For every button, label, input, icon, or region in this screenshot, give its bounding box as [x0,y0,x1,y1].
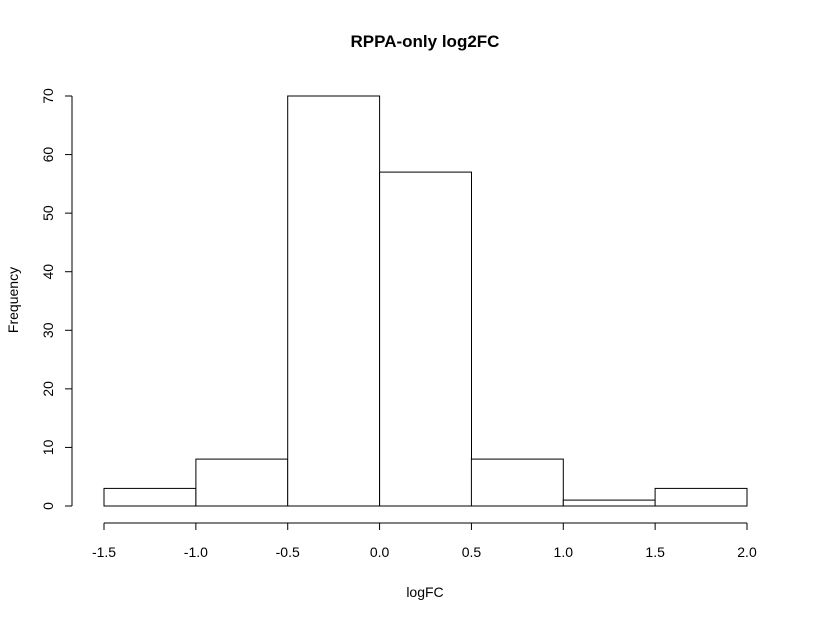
x-axis-label: logFC [406,584,443,600]
x-tick-label: -1.5 [92,544,116,560]
histogram-bar [379,171,473,507]
x-tick-label: 0.5 [462,544,482,560]
y-tick-label: 40 [40,264,56,280]
chart-title: RPPA-only log2FC [351,32,500,51]
y-axis-label: Frequency [5,267,21,333]
y-tick-label: 20 [40,381,56,397]
x-tick-label: -0.5 [276,544,300,560]
histogram-bar [195,458,289,507]
histogram-bar [287,95,381,507]
bars-group [103,95,748,507]
histogram-bar [654,487,748,507]
y-tick-label: 50 [40,205,56,221]
y-axis: 0 10 20 30 40 50 60 70 [40,88,73,510]
x-tick-label: 0.0 [370,544,390,560]
y-tick-label: 10 [40,439,56,455]
histogram-bar [103,487,197,507]
x-tick-label: 2.0 [737,544,757,560]
x-tick-label: 1.0 [554,544,574,560]
y-tick-label: 70 [40,88,56,104]
histogram-bar [470,458,564,507]
x-tick-label: 1.5 [645,544,665,560]
y-tick-label: 30 [40,322,56,338]
histogram-bar [562,499,656,507]
y-tick-label: 60 [40,147,56,163]
y-tick-label: 0 [40,502,56,510]
x-axis: -1.5 -1.0 -0.5 0.0 0.5 1.0 1.5 2.0 [92,522,757,560]
x-tick-label: -1.0 [184,544,208,560]
